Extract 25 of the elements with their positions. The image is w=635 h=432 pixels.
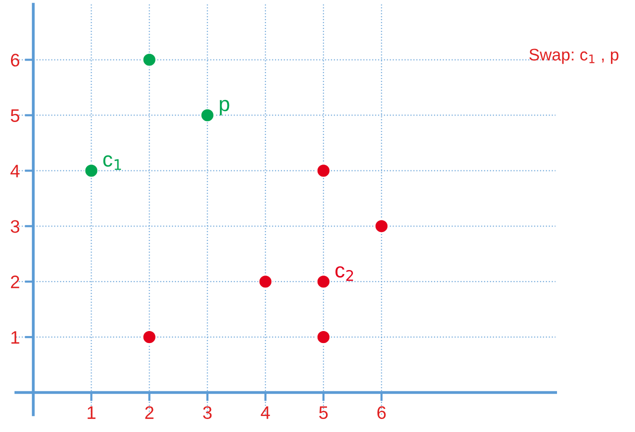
annotation: c$_{2}$: [335, 266, 354, 281]
point: [84, 164, 98, 178]
point: [316, 164, 331, 178]
x-tick-label: 1: [88, 406, 96, 419]
x-tick-label: 5: [319, 406, 328, 419]
x-tick-label: 2: [145, 406, 154, 419]
x-tick-label: 4: [260, 406, 270, 419]
point: [142, 52, 157, 67]
y-tick-label: 6: [10, 54, 20, 66]
x-tick-label: 6: [377, 406, 386, 419]
point: [374, 219, 389, 234]
y-tick-label: 4: [10, 164, 20, 178]
point: [200, 108, 215, 122]
annotation: Swap: c$_{1}$ , p: [529, 48, 618, 64]
annotation: p: [220, 100, 230, 116]
point: [142, 330, 157, 344]
y-tick-label: 2: [10, 276, 20, 288]
y-tick-label: 3: [10, 220, 20, 233]
y-tick-label: 1: [11, 331, 20, 344]
y-tick-label: 5: [10, 109, 20, 122]
point: [316, 330, 331, 344]
x-tick-label: 3: [203, 406, 212, 419]
point: [316, 274, 331, 289]
annotation: c$_{1}$: [103, 155, 121, 170]
point: [258, 274, 273, 289]
